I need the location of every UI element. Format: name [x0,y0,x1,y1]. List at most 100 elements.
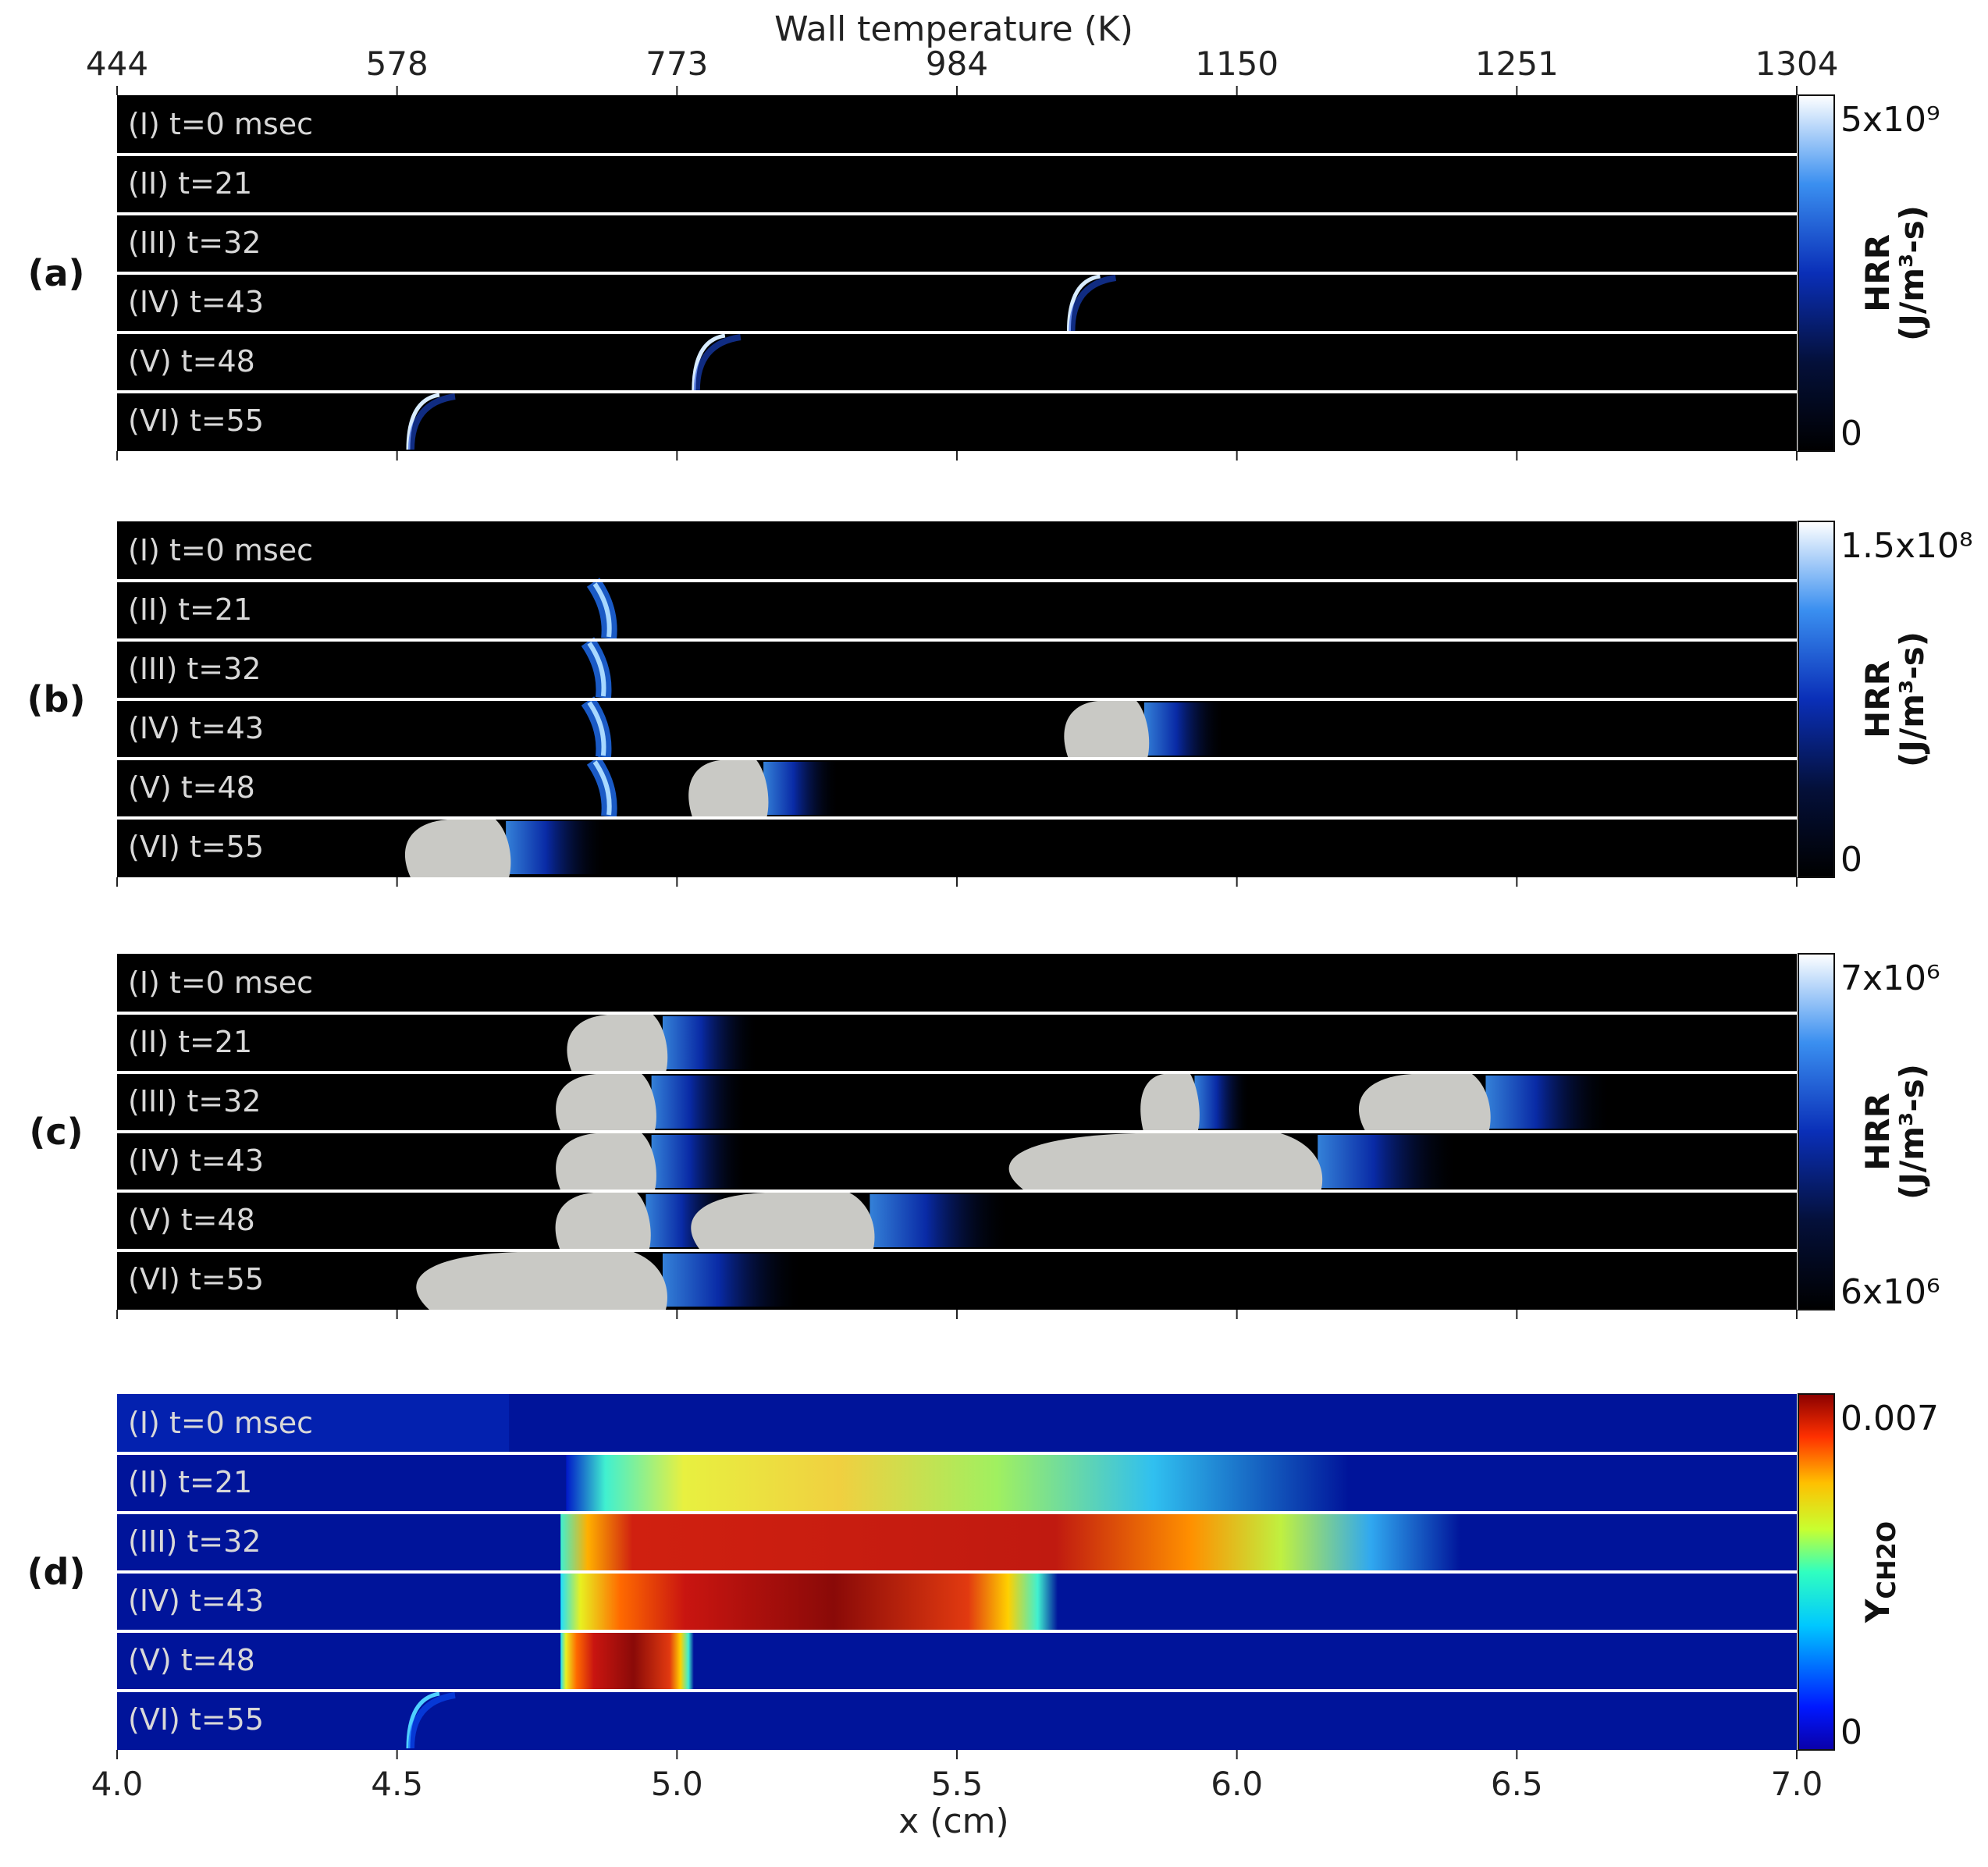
hrr-saturated-mark [688,760,769,818]
colorbar-title: HRR(J/m³-s) [1858,631,1931,767]
colorbar [1798,521,1835,878]
hrr-saturated-mark [1008,1133,1323,1191]
colorbar-min-label: 6x10⁶ [1840,1272,1940,1312]
hrr-blob-tail-mark [1485,1076,1612,1129]
colorbar-min-label: 0 [1840,840,1862,880]
top-tick-label: 773 [645,44,708,83]
colorbar-title-text: HRR [1858,1093,1897,1171]
bottom-axis-ticks: 4.0 4.5 5.0 5.5 6.0 6.5 7.0 [91,1765,1823,1803]
row-label: (V) t=48 [128,770,255,805]
hrr-saturated-mark [416,1252,667,1310]
x-tick-label: 5.5 [931,1765,983,1803]
row-label: (I) t=0 msec [128,533,313,567]
hrr-blob-tail-mark [651,1076,748,1129]
hrr-band-core-mark [592,760,612,816]
top-tick-label: 444 [86,44,148,83]
front-glow-mark [408,393,456,450]
ch2o-field-mark [560,1572,1058,1631]
colorbar [1798,94,1835,452]
top-tick-label: 1251 [1475,44,1559,83]
panel-b: (I) t=0 msec (II) t=21 (III) t=32 (IV) t=43… [27,521,1973,887]
x-tick-label: 4.0 [91,1765,144,1803]
hrr-blob-tail-mark [662,1254,803,1307]
ch2o-low-mark [117,1394,510,1453]
colorbar [1798,953,1835,1310]
colorbar-title-subscript: CH2O [1872,1521,1901,1599]
hrr-blob-tail-mark [1143,702,1225,756]
row-label: (I) t=0 msec [128,107,313,141]
hrr-blob-tail-mark [662,1016,759,1069]
x-tick-label: 5.0 [651,1765,703,1803]
panel-d: (I) t=0 msec (II) t=21 (III) t=32 (IV) t=43… [27,1393,1939,1759]
top-axis-title: Wall temperature (K) [774,9,1133,49]
hrr-saturated-mark [404,820,511,877]
hrr-saturated-mark [567,1015,668,1072]
hrr-band-core-mark [587,701,606,756]
x-tick-label: 7.0 [1771,1765,1823,1803]
top-tick-label: 578 [366,44,429,83]
row-label: (VI) t=55 [128,830,264,864]
colorbar-max-label: 0.007 [1840,1399,1939,1438]
row-label: (IV) t=43 [128,711,264,745]
panel-label: (c) [29,1111,83,1153]
panel-label: (d) [27,1551,86,1593]
row-label: (V) t=48 [128,344,255,379]
front-glow-mark [408,1692,456,1749]
front-mark [406,393,440,450]
front-mark [692,333,726,391]
colorbar-units: (J/m³-s) [1893,631,1931,767]
panel-c: (I) t=0 msec (II) t=21 (III) t=32 (IV) t=43… [29,953,1940,1319]
hrr-saturated-mark [556,1074,656,1132]
top-tick-label: 984 [926,44,988,83]
row-label: (IV) t=43 [128,1584,264,1618]
row-label: (I) t=0 msec [128,966,313,1000]
colorbar-max-label: 7x10⁶ [1840,958,1940,998]
hrr-band-core-mark [592,582,612,638]
row-label: (IV) t=43 [128,1143,264,1178]
colorbar-units: (J/m³-s) [1893,1064,1931,1200]
hrr-blob-tail-mark [506,821,607,874]
row-label: (II) t=21 [128,592,252,627]
hrr-saturated-mark [555,1193,651,1250]
row-label: (III) t=32 [128,226,261,260]
row-label: (II) t=21 [128,166,252,201]
x-tick-label: 6.0 [1211,1765,1263,1803]
row-label: (I) t=0 msec [128,1406,313,1440]
colorbar-title-text: YCH2O [1858,1521,1901,1623]
hrr-saturated-mark [556,1133,656,1191]
front-glow-mark [1069,275,1117,332]
panel-label: (b) [27,678,86,720]
row-label: (VI) t=55 [128,404,264,438]
row-label: (III) t=32 [128,652,261,686]
hrr-blob-tail-mark [651,1135,748,1188]
colorbar-title: HRR(J/m³-s) [1858,205,1931,341]
hrr-blob-tail-mark [1318,1135,1459,1188]
colorbar-title: YCH2O [1858,1521,1901,1623]
hrr-band-core-mark [587,642,606,697]
ch2o-field-mark [560,1513,1461,1572]
hrr-blob-tail-mark [870,1194,1011,1247]
hrr-saturated-mark [691,1193,875,1250]
hrr-saturated-mark [1358,1074,1491,1132]
colorbar-max-label: 1.5x10⁸ [1840,526,1973,566]
row-label: (V) t=48 [128,1643,255,1677]
colorbar-min-label: 0 [1840,1712,1862,1752]
top-tick-label: 1304 [1755,44,1839,83]
colorbar-units: (J/m³-s) [1893,205,1931,341]
row-label: (IV) t=43 [128,285,264,319]
hrr-saturated-mark [1140,1074,1200,1132]
hrr-saturated-mark [1064,701,1150,759]
colorbar [1798,1393,1835,1751]
row-label: (II) t=21 [128,1025,252,1059]
top-tick-label: 1150 [1195,44,1279,83]
ch2o-field-mark [560,1631,694,1691]
x-axis-title: x (cm) [898,1801,1008,1841]
top-axis-ticks: 444 578 773 984 1150 1251 1304 [86,44,1839,95]
hrr-blob-tail-mark [1194,1076,1250,1129]
row-label: (III) t=32 [128,1524,261,1559]
colorbar-title-text: HRR [1858,660,1897,738]
row-label: (II) t=21 [128,1465,252,1499]
hrr-blob-tail-mark [763,762,839,815]
x-tick-label: 6.5 [1491,1765,1543,1803]
front-mark [1066,274,1101,332]
